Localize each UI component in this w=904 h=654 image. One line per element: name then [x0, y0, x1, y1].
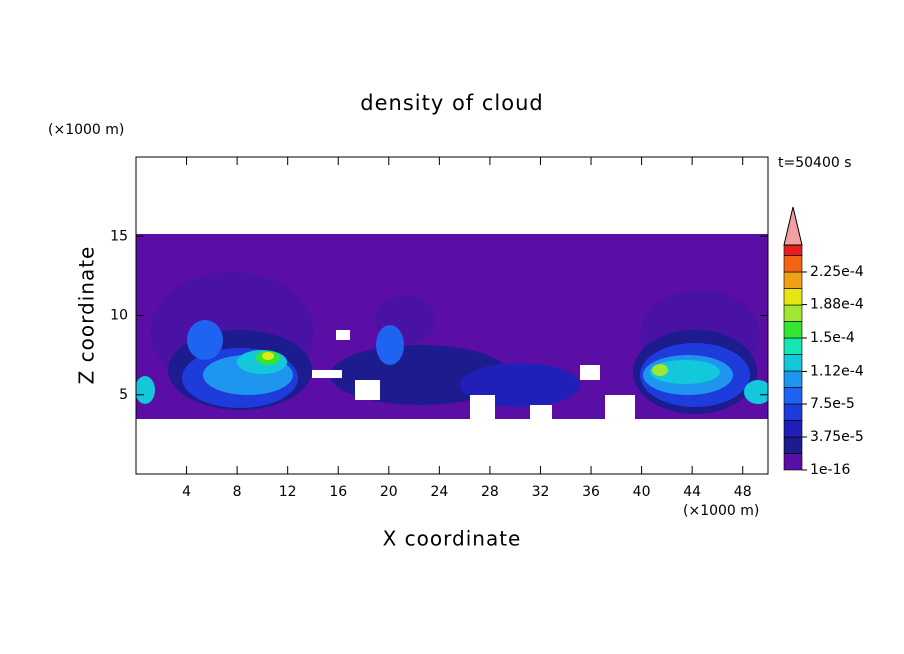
x-tick-label: 12 — [279, 484, 297, 500]
colorbar-label: 1.88e-4 — [810, 297, 864, 313]
annotation: t=50400 s — [778, 155, 852, 171]
colorbar-label: 1.5e-4 — [810, 330, 855, 346]
colorbar-band — [783, 244, 803, 256]
x-tick-label: 48 — [734, 484, 752, 500]
gap — [355, 380, 380, 400]
colorbar-label: 2.25e-4 — [810, 264, 864, 280]
colorbar-band — [783, 337, 803, 355]
y-unit: (×1000 m) — [48, 122, 124, 138]
x-tick-label: 24 — [430, 484, 448, 500]
colorbar-label: 1e-16 — [810, 462, 850, 478]
gap — [336, 330, 350, 340]
x-tick-label: 44 — [683, 484, 701, 500]
y-tick-label: 10 — [110, 308, 128, 324]
gap — [530, 405, 552, 419]
colorbar-band — [783, 453, 803, 471]
x-tick-label: 16 — [329, 484, 347, 500]
x-axis-label: X coordinate — [383, 527, 522, 551]
colorbar-label: 1.12e-4 — [810, 363, 864, 379]
colorbar-label: 7.5e-5 — [810, 396, 855, 412]
x-tick-label: 28 — [481, 484, 499, 500]
gap — [580, 365, 600, 380]
y-tick-label: 5 — [119, 387, 128, 403]
y-axis-label: Z coordinate — [75, 246, 99, 385]
colorbar-band — [783, 387, 803, 405]
cloud — [136, 376, 155, 404]
cloud — [650, 360, 720, 384]
x-tick-label: 36 — [582, 484, 600, 500]
colorbar-label: 3.75e-5 — [810, 429, 864, 445]
x-tick-label: 32 — [532, 484, 550, 500]
colorbar-band — [783, 321, 803, 339]
colorbar-band — [783, 288, 803, 306]
colorbar-band — [783, 403, 803, 421]
contour-field — [136, 234, 768, 419]
x-tick-label: 8 — [233, 484, 242, 500]
x-unit: (×1000 m) — [683, 503, 759, 519]
x-tick-label: 4 — [182, 484, 191, 500]
chart-title: density of cloud — [360, 91, 543, 115]
cloud — [744, 380, 768, 404]
gap — [605, 395, 635, 419]
gap — [470, 395, 495, 419]
colorbar-band — [783, 420, 803, 438]
cloud — [187, 320, 223, 360]
gap — [312, 370, 342, 378]
colorbar-band — [783, 271, 803, 289]
colorbar-band — [783, 354, 803, 372]
colorbar-band — [783, 304, 803, 322]
cloud — [262, 352, 274, 360]
colorbar-band — [783, 255, 803, 273]
colorbar-band — [783, 436, 803, 454]
colorbar-band — [783, 370, 803, 388]
cloud — [376, 325, 404, 365]
x-tick-label: 20 — [380, 484, 398, 500]
colorbar-extend — [783, 206, 803, 246]
y-tick-label: 15 — [110, 228, 128, 244]
cloud — [652, 364, 668, 376]
x-tick-label: 40 — [633, 484, 651, 500]
